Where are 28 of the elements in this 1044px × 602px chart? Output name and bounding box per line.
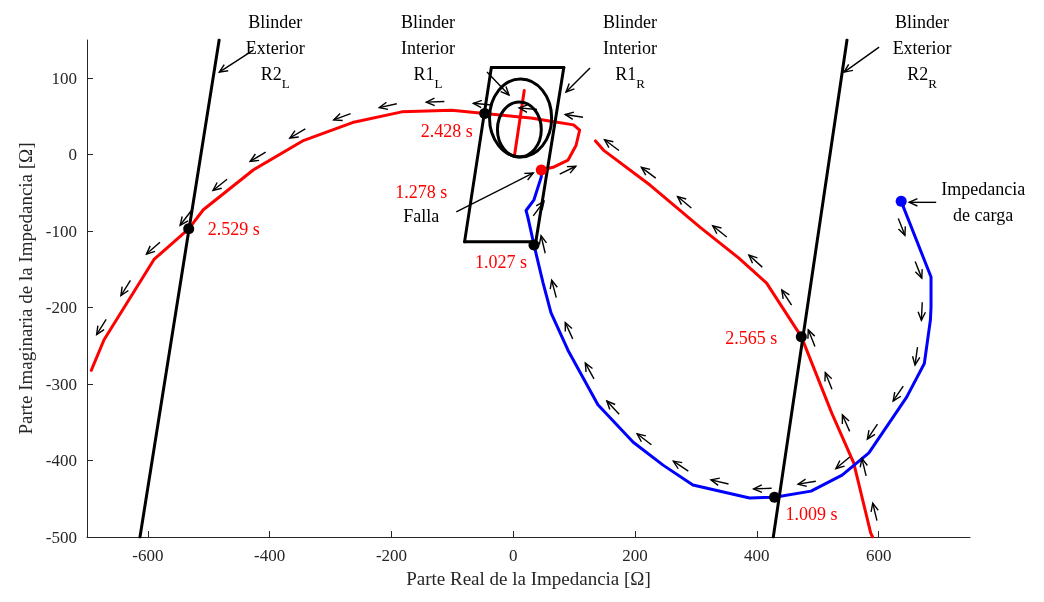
x-tick-label: 0 [509,546,518,565]
y-tick-label: -200 [45,298,77,318]
y-tick-label: 0 [68,145,77,165]
x-tick-label: 200 [622,546,648,565]
x-axis-title: Parte Real de la Impedancia [Ω] [406,567,651,589]
x-tick-label: 600 [865,546,892,565]
annotation: 1.009 s [785,504,838,525]
annotation: Blinder Exterior R2$_{L}$ [245,12,305,91]
annotation: Impedancia de carga [941,179,1026,226]
y-tick-label: -100 [45,221,77,241]
annotation: Blinder Exterior R2$_{R}$ [892,12,952,91]
x-tick-label: 400 [744,546,770,565]
annotation: Falla [403,205,440,226]
annotation: Blinder Interior R1$_{R}$ [603,12,657,91]
y-tick-label: 100 [51,68,77,88]
annotation: Blinder Interior R1$_{L}$ [401,12,455,91]
annotation: 2.529 s [207,218,260,239]
annotation: 2.565 s [725,327,778,348]
y-axis-title: Parte Imaginaria de la Impedancia [Ω] [14,142,36,435]
y-tick-label: -300 [45,374,77,394]
x-tick-label: -200 [375,546,408,565]
y-tick-label: -400 [45,451,77,471]
x-tick-label: -400 [254,546,286,565]
x-tick-label: -600 [132,546,164,565]
annotation: 1.027 s [474,251,527,272]
y-tick-label: -500 [45,527,77,547]
annotation: 1.278 s [395,181,448,202]
annotation: 2.428 s [420,121,473,142]
